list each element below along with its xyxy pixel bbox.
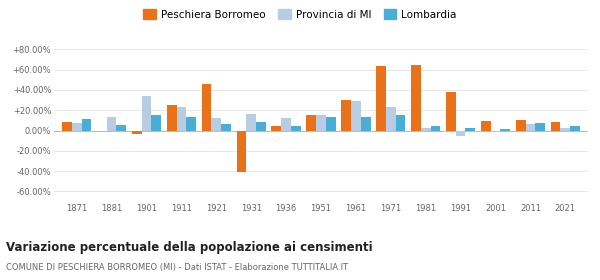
Bar: [386, 107, 395, 130]
Bar: [481, 122, 491, 130]
Bar: [82, 119, 91, 130]
Bar: [107, 117, 116, 130]
Bar: [72, 123, 82, 130]
Bar: [491, 130, 500, 132]
Bar: [211, 118, 221, 130]
Bar: [411, 65, 421, 130]
Bar: [446, 92, 456, 130]
Bar: [307, 115, 316, 130]
Bar: [456, 130, 466, 136]
Bar: [376, 66, 386, 130]
Bar: [535, 123, 545, 130]
Bar: [560, 127, 570, 130]
Text: COMUNE DI PESCHIERA BORROMEO (MI) - Dati ISTAT - Elaborazione TUTTITALIA.IT: COMUNE DI PESCHIERA BORROMEO (MI) - Dati…: [6, 263, 348, 272]
Bar: [116, 125, 126, 130]
Bar: [516, 120, 526, 130]
Bar: [221, 124, 231, 130]
Bar: [466, 127, 475, 130]
Bar: [256, 122, 266, 130]
Text: Variazione percentuale della popolazione ai censimenti: Variazione percentuale della popolazione…: [6, 241, 373, 254]
Bar: [341, 100, 351, 130]
Bar: [291, 127, 301, 130]
Bar: [526, 124, 535, 130]
Bar: [500, 129, 510, 130]
Bar: [271, 127, 281, 130]
Bar: [142, 96, 151, 130]
Bar: [361, 117, 371, 130]
Bar: [236, 130, 247, 172]
Bar: [186, 117, 196, 130]
Bar: [151, 115, 161, 130]
Bar: [421, 127, 431, 130]
Legend: Peschiera Borromeo, Provincia di MI, Lombardia: Peschiera Borromeo, Provincia di MI, Lom…: [139, 5, 461, 24]
Bar: [351, 101, 361, 130]
Bar: [395, 115, 406, 130]
Bar: [167, 105, 176, 130]
Bar: [62, 122, 72, 130]
Bar: [316, 115, 326, 130]
Bar: [281, 118, 291, 130]
Bar: [202, 84, 211, 130]
Bar: [176, 107, 186, 130]
Bar: [132, 130, 142, 134]
Bar: [431, 127, 440, 130]
Bar: [551, 122, 560, 130]
Bar: [326, 117, 335, 130]
Bar: [247, 114, 256, 130]
Bar: [570, 127, 580, 130]
